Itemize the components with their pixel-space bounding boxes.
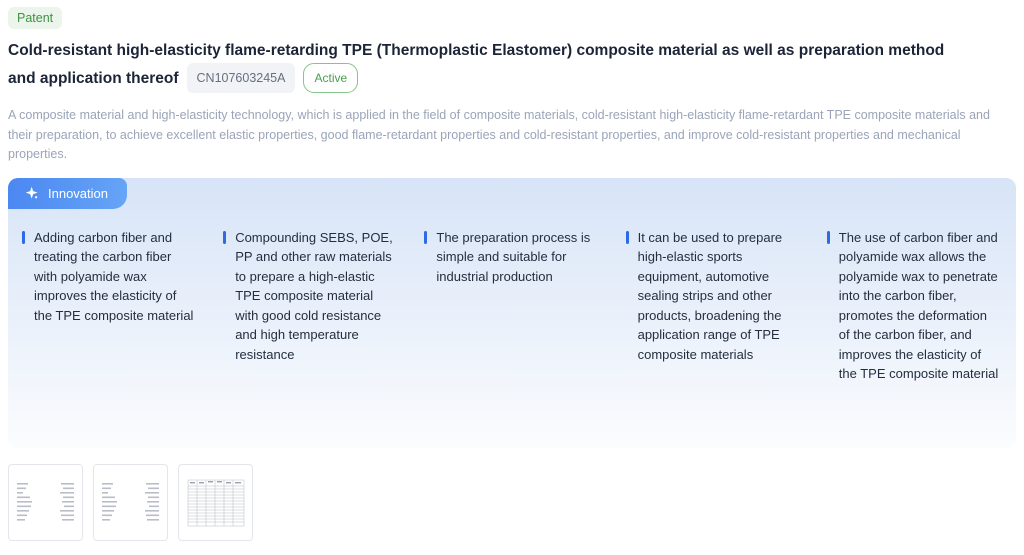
application-date-label: Application Date:	[8, 554, 106, 555]
patent-figure-thumbnails	[8, 463, 1016, 541]
innovation-item-text: Adding carbon fiber and treating the car…	[34, 229, 194, 323]
innovation-item-text: The preparation process is simple and su…	[436, 229, 591, 284]
owner-label: Owner:	[230, 554, 272, 555]
owner-name: Dongguan Juye Plastic Technology Co., Lt…	[301, 554, 556, 555]
figure-thumbnail-2[interactable]	[93, 463, 168, 541]
item-accent-bar	[424, 230, 428, 244]
innovation-item: It can be used to prepare high-elastic s…	[625, 228, 799, 384]
patent-title-text: Cold-resistant high-elasticity flame-ret…	[8, 42, 945, 87]
item-accent-bar	[22, 230, 25, 244]
item-accent-bar	[826, 230, 830, 244]
innovation-tab-label: Innovation	[48, 185, 108, 201]
table-thumbnail[interactable]	[178, 463, 253, 541]
sparkle-icon	[25, 186, 39, 200]
application-date: Application Date: 10 Oct 2017	[8, 554, 181, 555]
item-accent-bar	[223, 230, 227, 244]
item-accent-bar	[625, 230, 629, 244]
innovation-item-text: The use of carbon fiber and polyamide wa…	[838, 229, 999, 382]
application-date-value: 10 Oct 2017	[110, 554, 181, 555]
innovation-item: Adding carbon fiber and treating the car…	[22, 228, 195, 384]
patent-abstract: A composite material and high-elasticity…	[8, 108, 990, 161]
innovation-item-text: It can be used to prepare high-elastic s…	[637, 229, 783, 362]
innovation-item: Compounding SEBS, POE, PP and other raw …	[223, 228, 396, 384]
patent-title: Cold-resistant high-elasticity flame-ret…	[8, 39, 953, 93]
status-badge: Active	[303, 63, 359, 93]
innovation-item: The preparation process is simple and su…	[424, 228, 597, 384]
publication-number-badge: CN107603245A	[186, 63, 296, 93]
innovation-tab: Innovation	[8, 177, 127, 209]
innovation-panel: Innovation Adding carbon fiber and treat…	[8, 177, 1016, 448]
innovation-item: The use of carbon fiber and polyamide wa…	[826, 228, 1000, 384]
innovation-grid: Adding carbon fiber and treating the car…	[22, 228, 1000, 384]
innovation-item-text: Compounding SEBS, POE, PP and other raw …	[235, 229, 393, 362]
patent-type-badge: Patent	[8, 7, 63, 29]
figure-thumbnail-1[interactable]	[8, 463, 83, 541]
